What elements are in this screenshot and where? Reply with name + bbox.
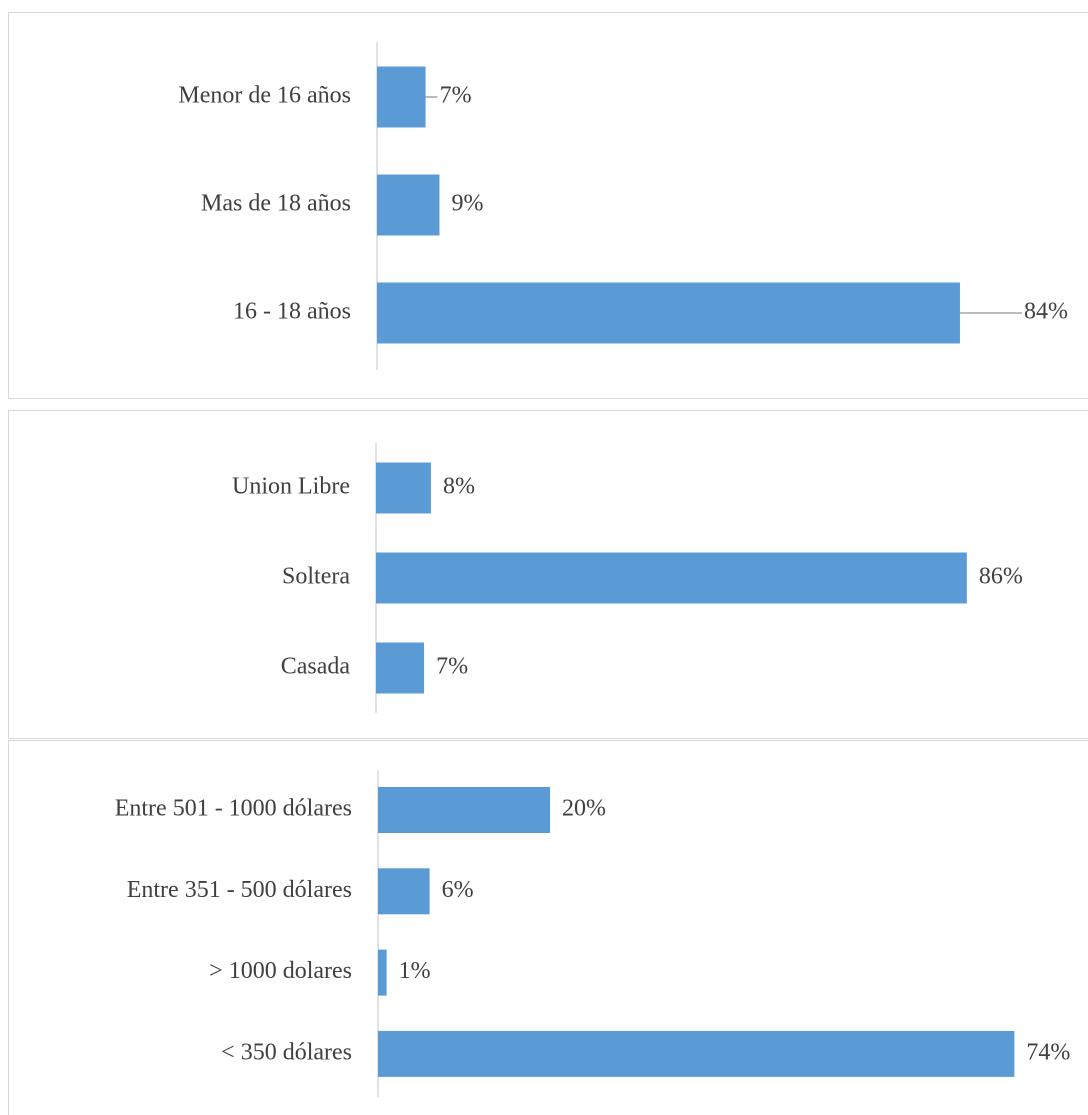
value-label: 84% <box>1024 299 1068 325</box>
bar <box>378 949 387 996</box>
value-label: 74% <box>1026 1039 1070 1065</box>
value-label: 86% <box>979 564 1023 590</box>
category-label: Entre 501 - 1000 dólares <box>115 796 352 822</box>
value-label: 6% <box>442 877 474 903</box>
bar <box>378 868 430 915</box>
bar <box>376 462 431 514</box>
bar <box>377 282 960 344</box>
category-label: Entre 351 - 500 dólares <box>127 877 352 903</box>
category-label: 16 - 18 años <box>233 299 351 325</box>
category-label: Union Libre <box>232 474 350 500</box>
value-label: 1% <box>399 958 431 984</box>
category-label: Soltera <box>282 564 350 590</box>
value-label: 7% <box>436 654 468 680</box>
category-label: Mas de 18 años <box>201 191 351 217</box>
bar <box>377 174 440 236</box>
value-label: 20% <box>562 796 606 822</box>
bar <box>378 787 550 833</box>
value-label: 8% <box>443 474 475 500</box>
category-label: Casada <box>281 654 351 680</box>
panel <box>8 12 1088 399</box>
value-label: 9% <box>451 191 483 217</box>
category-label: > 1000 dolares <box>209 958 352 984</box>
bar <box>376 642 425 694</box>
value-label: 7% <box>440 83 472 109</box>
bar <box>378 1030 1015 1077</box>
category-label: Menor de 16 años <box>178 83 351 109</box>
panel <box>8 410 1088 739</box>
category-label: < 350 dólares <box>221 1039 352 1065</box>
panel <box>8 740 1088 1115</box>
bar <box>377 66 426 128</box>
bar <box>376 552 967 604</box>
